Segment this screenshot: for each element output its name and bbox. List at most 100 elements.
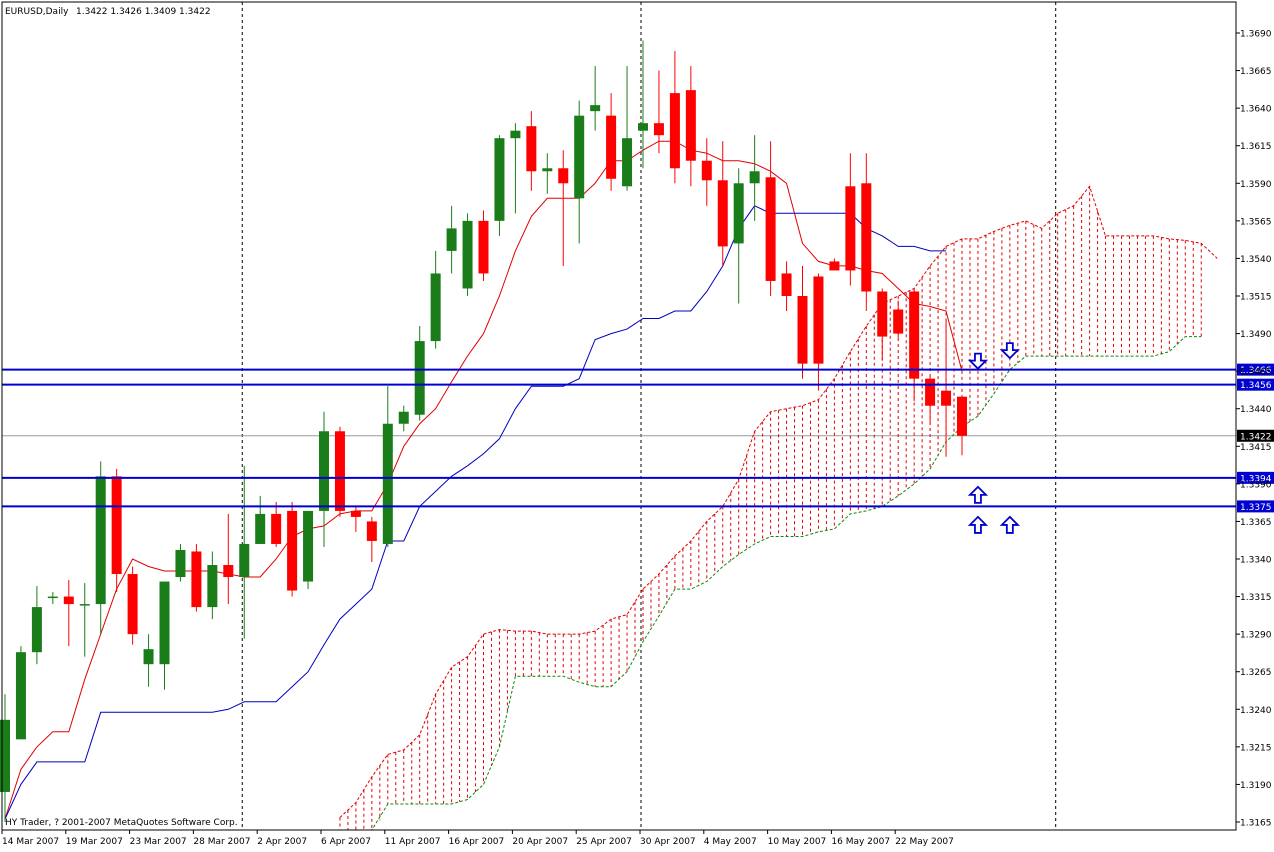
candle [175, 543, 186, 582]
current-price-label: 1.3422 [1240, 432, 1272, 442]
candle [925, 375, 936, 424]
candle [717, 141, 728, 266]
candle [63, 580, 74, 647]
candle-body [845, 186, 856, 271]
candle-body [430, 273, 441, 342]
candle-body [749, 171, 760, 184]
candle [797, 265, 808, 379]
candle [909, 289, 920, 402]
y-tick-label: 1.3690 [1240, 30, 1272, 40]
y-tick-label: 1.3415 [1240, 443, 1272, 453]
candle [733, 168, 744, 304]
arrow-up-icon[interactable] [967, 515, 989, 534]
candle [941, 318, 952, 457]
candle-body [590, 105, 601, 112]
y-tick-label: 1.3540 [1240, 255, 1272, 265]
y-tick-label: 1.3565 [1240, 217, 1272, 227]
ohlc-readout: 1.3422 1.3426 1.3409 1.3422 [76, 7, 211, 17]
ichimoku-lines [4, 140, 1218, 831]
x-tick-label: 23 Mar 2007 [130, 837, 187, 847]
candle-body [31, 607, 42, 653]
level-price-label: 1.3456 [1240, 381, 1272, 391]
candle-body [877, 291, 888, 337]
level-price-label-bg [1237, 500, 1274, 513]
candle [749, 135, 760, 221]
plot-border [1, 1, 1237, 831]
y-tick-label: 1.3665 [1240, 67, 1272, 77]
candle [542, 153, 553, 194]
chart-frame [1, 1, 1237, 831]
candle-body [319, 431, 329, 511]
y-tick-label: 1.3190 [1240, 781, 1272, 791]
candle-body [574, 115, 585, 199]
candle-body [287, 510, 298, 591]
candle-body [446, 228, 457, 251]
arrow-down-icon[interactable] [999, 342, 1021, 360]
candle [494, 135, 505, 236]
x-tick-label: 28 Mar 2007 [193, 837, 250, 847]
candle-body [781, 273, 792, 296]
candle-body [63, 596, 74, 605]
candle-body [478, 220, 489, 274]
candle-body [925, 378, 936, 406]
arrow-up-icon[interactable] [999, 515, 1021, 534]
candle-body [143, 649, 154, 665]
candle [398, 405, 409, 432]
level-price-label-bg [1237, 378, 1274, 391]
candle-body [558, 168, 569, 184]
candle-body [941, 390, 952, 406]
y-tick-label: 1.3590 [1240, 180, 1272, 190]
x-tick-label: 16 May 2007 [831, 837, 890, 847]
arrow-up-icon[interactable] [967, 485, 989, 504]
candle [526, 111, 537, 191]
y-tick-label: 1.3465 [1240, 368, 1272, 378]
candle-body [382, 423, 393, 544]
candle-body [79, 604, 90, 606]
candle [223, 513, 234, 605]
x-tick-label: 6 Apr 2007 [321, 837, 371, 847]
arrow-markers[interactable] [967, 342, 1021, 534]
candle-body [606, 115, 617, 179]
candle-body [239, 543, 250, 578]
candle [861, 153, 872, 312]
senkou-span-b-line [339, 336, 1202, 831]
copyright-text: HY Trader, ? 2001-2007 MetaQuotes Softwa… [5, 818, 238, 828]
candle [590, 66, 601, 131]
candle [558, 150, 569, 266]
candle [31, 586, 42, 665]
y-tick-label: 1.3440 [1240, 405, 1272, 415]
candle [207, 551, 218, 620]
candle-body [717, 180, 728, 247]
x-tick-label: 25 Apr 2007 [576, 837, 632, 847]
level-price-label-bg [1237, 471, 1274, 484]
candle [334, 426, 345, 517]
y-tick-label: 1.3215 [1240, 743, 1272, 753]
y-tick-label: 1.3490 [1240, 330, 1272, 340]
candle [15, 646, 26, 740]
candle [239, 465, 250, 639]
x-tick-label: 4 May 2007 [704, 837, 757, 847]
candle [813, 273, 824, 391]
level-price-label: 1.3394 [1240, 474, 1272, 484]
candle [701, 138, 712, 206]
price-axis: 1.3690 1.3665 1.3640 1.3615 1.3590 1.3565 1.35… [1236, 30, 1274, 829]
arrow-down-icon[interactable] [967, 352, 989, 370]
candle [622, 66, 633, 191]
candle-body [669, 93, 680, 169]
y-tick-label: 1.3365 [1240, 518, 1272, 528]
x-tick-label: 2 Apr 2007 [257, 837, 307, 847]
level-price-label: 1.3466 [1240, 366, 1272, 376]
y-tick-label: 1.3265 [1240, 668, 1272, 678]
horizontal-lines[interactable]: 1.3466 1.3456 1.3394 1.3375 [2, 363, 1274, 513]
level-price-label-bg [1237, 363, 1274, 376]
candle-body [366, 521, 377, 541]
y-tick-label: 1.3515 [1240, 293, 1272, 303]
candle-body [303, 510, 314, 582]
senkou-span-a-line [339, 185, 1218, 818]
candle-body [414, 341, 425, 415]
candle [781, 261, 792, 312]
candle-body [733, 183, 744, 244]
candle-body [638, 123, 648, 131]
